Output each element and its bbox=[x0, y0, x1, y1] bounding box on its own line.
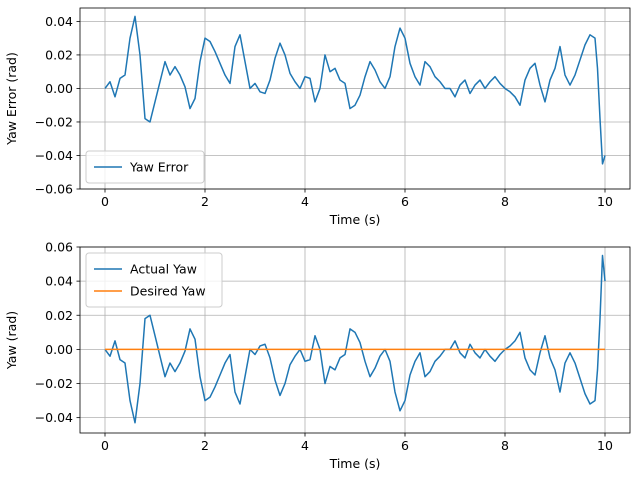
bottom-series-actual-yaw bbox=[104, 254, 606, 424]
top-x-tick-label-5: 10 bbox=[597, 194, 613, 209]
top-y-tick-label-4: 0.02 bbox=[45, 47, 73, 62]
top-ticks: 0 2 4 6 8 10 −0.06 −0.04 −0.02 0.00 0.02 0.04 bbox=[35, 14, 613, 209]
bottom-y-tick-label-2: 0.00 bbox=[45, 342, 73, 357]
bottom-x-tick-label-5: 10 bbox=[597, 438, 613, 453]
bottom-y-tick-label-0: −0.04 bbox=[35, 410, 73, 425]
top-x-axis-label: Time (s) bbox=[329, 212, 381, 227]
top-y-tick-label-1: −0.04 bbox=[35, 148, 73, 163]
top-x-tick-label-4: 8 bbox=[501, 194, 509, 209]
bottom-y-axis-label: Yaw (rad) bbox=[4, 311, 19, 370]
bottom-axes-frame bbox=[79, 246, 631, 434]
bottom-x-axis-label: Time (s) bbox=[329, 456, 381, 471]
bottom-legend-box bbox=[85, 252, 223, 308]
bottom-x-tick-label-3: 6 bbox=[401, 438, 409, 453]
top-y-tick-label-2: −0.02 bbox=[35, 114, 73, 129]
bottom-series bbox=[104, 254, 606, 424]
top-legend-label-yaw-error: Yaw Error bbox=[129, 160, 189, 175]
bottom-y-tick-label-3: 0.02 bbox=[45, 308, 73, 323]
top-x-tick-label-1: 2 bbox=[201, 194, 209, 209]
top-legend-box bbox=[85, 150, 205, 184]
bottom-legend-label-actual-yaw: Actual Yaw bbox=[130, 262, 197, 277]
bottom-x-tick-label-0: 0 bbox=[101, 438, 109, 453]
bottom-subplot: 0 2 4 6 8 10 −0.04 −0.02 0.00 0.02 0.04 0.06 Time (… bbox=[4, 240, 631, 471]
bottom-x-tick-label-1: 2 bbox=[201, 438, 209, 453]
top-y-tick-label-5: 0.04 bbox=[45, 14, 73, 29]
bottom-legend-label-desired-yaw: Desired Yaw bbox=[130, 284, 206, 299]
bottom-y-tick-label-1: −0.02 bbox=[35, 376, 73, 391]
top-y-axis-label: Yaw Error (rad) bbox=[4, 52, 19, 146]
top-legend: Yaw Error bbox=[85, 150, 205, 184]
bottom-x-tick-label-4: 8 bbox=[501, 438, 509, 453]
bottom-ticks: 0 2 4 6 8 10 −0.04 −0.02 0.00 0.02 0.04 0.06 bbox=[35, 240, 613, 454]
top-y-tick-label-3: 0.00 bbox=[45, 81, 73, 96]
top-series bbox=[104, 15, 606, 165]
bottom-x-tick-label-2: 4 bbox=[301, 438, 309, 453]
top-subplot: 0 2 4 6 8 10 −0.06 −0.04 −0.02 0.00 0.02 0.04 Time … bbox=[4, 7, 631, 227]
top-x-tick-label-0: 0 bbox=[101, 194, 109, 209]
top-x-tick-label-3: 6 bbox=[401, 194, 409, 209]
top-x-tick-label-2: 4 bbox=[301, 194, 309, 209]
bottom-y-tick-label-5: 0.06 bbox=[45, 240, 73, 255]
bottom-y-tick-label-4: 0.04 bbox=[45, 274, 73, 289]
top-series-yaw-error bbox=[104, 15, 606, 165]
bottom-legend: Actual Yaw Desired Yaw bbox=[85, 252, 223, 308]
top-axes-frame bbox=[79, 7, 631, 190]
top-y-tick-label-0: −0.06 bbox=[35, 182, 73, 197]
